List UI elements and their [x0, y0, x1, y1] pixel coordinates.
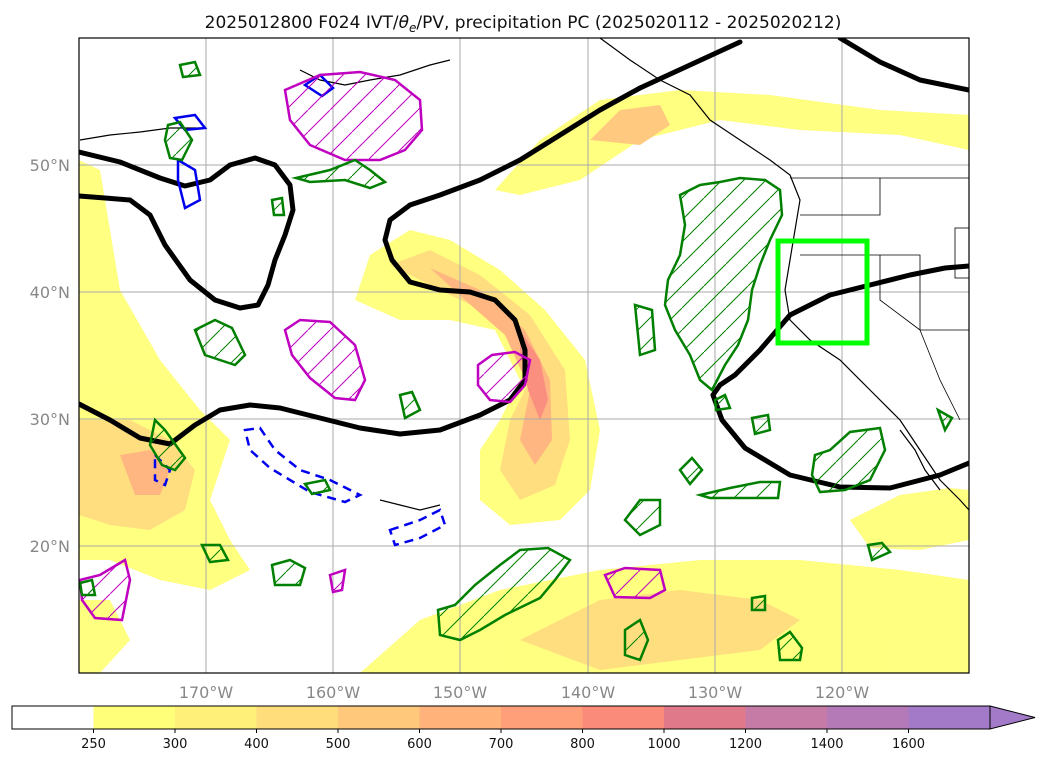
colorbar-tick-label: 700: [489, 737, 514, 752]
borders: [790, 177, 969, 421]
precip-pos-17: [866, 541, 893, 562]
colorbar-extend-arrow: [989, 705, 1036, 730]
precip-pos-22: [270, 196, 286, 217]
target-region-box: [775, 238, 870, 346]
precip-pos-5: [148, 417, 187, 472]
map-frame: [78, 37, 970, 674]
colorbar-tick-label: 250: [81, 737, 106, 752]
colorbar-segment: [93, 706, 176, 729]
precip-pos-3: [291, 158, 388, 190]
colorbar-segment: [908, 706, 991, 729]
colorbar-segment: [419, 706, 502, 729]
precip-pos-2: [193, 318, 247, 367]
precip-pos-19: [713, 393, 732, 412]
colorbar-segment: [745, 706, 828, 729]
lon-label-120w: 120°W: [815, 683, 870, 702]
map-content: [79, 38, 969, 673]
colorbar-segment: [256, 706, 339, 729]
precip-pos-23: [178, 60, 202, 79]
precip-pos-8: [695, 480, 782, 500]
ivt-region-west-max: [120, 450, 170, 495]
precip-positive-regions: [79, 60, 954, 662]
precip-neg-2: [283, 318, 367, 402]
colorbar: 250 300 400 500 600 700 800 1000 1200 1400 1600: [11, 705, 1036, 752]
ivt-region-north-core: [590, 105, 670, 145]
colorbar-tick-label: 500: [326, 737, 351, 752]
precip-pos-6: [436, 546, 572, 642]
colorbar-tick-label: 1200: [729, 737, 762, 752]
precip-pos-13: [200, 543, 230, 564]
precip-pos-4: [163, 120, 194, 162]
precip-pos-12: [270, 558, 307, 587]
colorbar-segment: [338, 706, 420, 729]
lon-label-160w: 160°W: [306, 683, 361, 702]
precip-negative-regions: [79, 70, 667, 622]
colorbar-tick-label: 400: [244, 737, 269, 752]
colorbar-tick-label: 300: [163, 737, 188, 752]
lat-label-30n: 30°N: [30, 410, 70, 429]
precip-pos-11: [623, 618, 650, 662]
ivt-region-north: [495, 90, 969, 195]
precip-pos-10: [776, 630, 804, 662]
precip-pos-16: [750, 413, 772, 436]
precip-pos-7: [623, 498, 662, 537]
ivt-region-east: [850, 488, 969, 550]
precip-pos-15: [398, 390, 422, 420]
lon-label-140w: 140°W: [561, 683, 616, 702]
colorbar-tick-label: 1400: [810, 737, 843, 752]
lon-label-170w: 170°W: [179, 683, 234, 702]
colorbar-segment: [12, 706, 94, 729]
colorbar-segment: [175, 706, 257, 729]
precip-neg-3: [476, 350, 532, 404]
precip-pos-18: [935, 407, 954, 433]
colorbar-tick-label: 800: [570, 737, 595, 752]
precip-pos-14: [633, 303, 657, 357]
colorbar-tick-label: 1000: [647, 737, 680, 752]
precip-neg-6: [328, 568, 347, 594]
colorbar-segment: [827, 706, 909, 729]
precip-neg-5: [603, 566, 667, 600]
precip-pos-9: [678, 456, 704, 487]
colorbar-segment: [664, 706, 746, 729]
lon-tick-labels: 170°W 160°W 150°W 140°W 130°W 120°W: [179, 683, 870, 702]
lat-label-40n: 40°N: [30, 283, 70, 302]
lat-label-50n: 50°N: [30, 156, 70, 175]
precip-neg-4: [79, 558, 132, 622]
precip-pos-24: [79, 578, 97, 597]
lat-label-20n: 20°N: [30, 537, 70, 556]
lon-label-130w: 130°W: [688, 683, 743, 702]
colorbar-tick-label: 600: [407, 737, 432, 752]
lat-tick-labels: 50°N 40°N 30°N 20°N: [30, 156, 70, 556]
figure-title: 2025012800 F024 IVT/θe/PV, precipitation…: [205, 13, 842, 35]
precip-pos-20: [750, 594, 767, 612]
colorbar-tick-label: 1600: [892, 737, 925, 752]
precip-pos-main: [663, 176, 784, 392]
colorbar-segment: [501, 706, 583, 729]
lon-label-150w: 150°W: [433, 683, 488, 702]
precip-neg-1: [283, 70, 424, 162]
colorbar-segment: [582, 706, 665, 729]
precip-pos-21: [302, 478, 332, 496]
precip-pos-se: [810, 426, 887, 494]
ivt-region-south-core: [520, 590, 800, 670]
